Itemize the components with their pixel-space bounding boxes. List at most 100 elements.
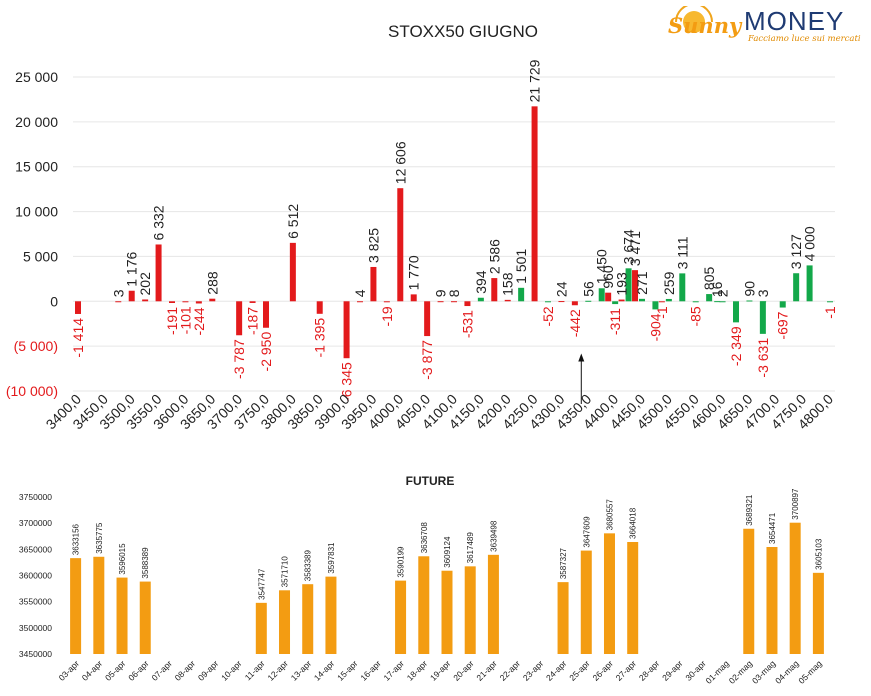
bar-data-label: -904: [647, 313, 663, 341]
bar-data-label: 16: [709, 281, 725, 297]
bar-data-label: -19: [379, 306, 395, 326]
future-y-tick-label: 3500000: [19, 623, 52, 633]
future-bar: [139, 581, 151, 654]
bar: [249, 301, 256, 303]
future-bar-label: 3700897: [791, 488, 800, 520]
bar: [491, 278, 498, 302]
future-bar-label: 3609124: [443, 536, 452, 568]
logo-tagline: Facciamo luce sui mercati: [747, 34, 861, 44]
future-x-tick-label: 11-apr: [243, 658, 267, 682]
bar: [545, 301, 551, 303]
y-tick-label: (5 000): [14, 338, 58, 354]
bar-data-label: 21 729: [527, 59, 543, 102]
future-bar: [464, 566, 476, 654]
bar: [706, 294, 713, 302]
y-tick-label: 15 000: [15, 159, 58, 175]
bar: [714, 301, 721, 303]
bar-data-label: 3: [755, 289, 771, 297]
future-x-tick-label: 14-apr: [312, 658, 337, 683]
bar: [410, 294, 417, 302]
bar-data-label: 2 586: [486, 239, 502, 274]
bar-data-label: 3 674: [621, 229, 637, 264]
bar: [598, 288, 605, 302]
bar: [806, 265, 813, 302]
bar-data-label: 24: [553, 281, 569, 297]
bar-data-label: -244: [191, 307, 207, 335]
bar-data-label: 3 111: [674, 236, 690, 269]
future-x-tick-label: 15-apr: [335, 658, 360, 683]
y-tick-label: 10 000: [15, 204, 58, 220]
y-tick-label: (10 000): [6, 383, 58, 399]
future-bar-label: 3617489: [466, 532, 475, 564]
bar-data-label: 3: [110, 289, 126, 297]
future-bar: [557, 582, 569, 654]
y-tick-label: 0: [50, 293, 58, 309]
bar-data-label: -191: [164, 307, 180, 335]
bar: [155, 244, 162, 302]
stoxx50-y-axis: (10 000) (5 000) 0 5 000 10 000 15 000 20 000 2…: [6, 69, 58, 399]
future-x-tick-label: 18-apr: [405, 658, 430, 683]
bar-data-label: 56: [580, 281, 596, 297]
future-x-tick-label: 08-apr: [173, 658, 198, 683]
bar: [632, 270, 639, 302]
future-x-tick-label: 25-apr: [567, 658, 592, 683]
future-x-tick-label: 04-mag: [773, 658, 801, 686]
bar-data-label: 3 127: [788, 234, 804, 269]
bar-data-label: -3 877: [419, 340, 435, 380]
bar-data-label: 202: [137, 272, 153, 296]
bar: [115, 301, 122, 303]
future-x-tick-label: 26-apr: [590, 658, 615, 683]
future-bar-label: 3588389: [141, 547, 150, 579]
future-bar-label: 3583389: [304, 549, 313, 581]
future-bars: [70, 522, 824, 654]
bar-data-label: 805: [701, 266, 717, 290]
bar-data-label: -311: [607, 308, 623, 335]
bar-data-label: 3 471: [627, 231, 643, 266]
future-x-tick-label: 29-apr: [660, 658, 685, 683]
bar-data-label: 960: [600, 265, 616, 289]
future-y-tick-label: 3550000: [19, 597, 52, 607]
bar-data-label: 3 825: [365, 228, 381, 263]
bar-data-label: 6 512: [285, 204, 301, 239]
future-bar: [325, 576, 337, 654]
bar: [719, 301, 726, 303]
future-bar: [441, 570, 453, 654]
future-bar: [302, 584, 314, 654]
future-bar: [766, 546, 778, 654]
sunny-money-logo: Sunny MONEY Facciamo luce sui mercati: [664, 3, 864, 46]
future-x-tick-label: 02-mag: [727, 658, 755, 686]
bar: [652, 301, 659, 310]
future-bar-label: 3636708: [420, 522, 429, 554]
logo-main-text: MONEY: [744, 6, 844, 36]
bar: [464, 301, 471, 307]
bar: [625, 268, 632, 302]
bar-data-label: 271: [634, 271, 650, 295]
future-bar: [116, 577, 128, 654]
bar: [793, 273, 800, 302]
future-bar: [487, 554, 499, 654]
bar: [289, 242, 296, 302]
future-x-tick-label: 24-apr: [544, 658, 569, 683]
logo-graphic: Sunny MONEY Facciamo luce sui mercati: [668, 3, 861, 44]
bar: [665, 298, 672, 302]
bar-data-label: 12 606: [392, 141, 408, 184]
bar-data-label: 6 332: [151, 205, 167, 240]
bar: [451, 301, 457, 303]
sun-icon: [683, 11, 705, 33]
bar: [639, 298, 645, 302]
bar-data-label: -2 950: [258, 332, 274, 372]
bar: [518, 287, 525, 302]
bar: [679, 273, 686, 302]
bar-data-label: -3 631: [755, 338, 771, 378]
bar: [692, 301, 699, 303]
future-bar-label: 3590199: [397, 546, 406, 578]
future-x-tick-label: 22-apr: [498, 658, 523, 683]
bar-data-label: 288: [204, 271, 220, 295]
bar: [746, 300, 753, 302]
future-bar: [93, 556, 105, 654]
bar: [605, 292, 612, 302]
bar: [357, 301, 363, 303]
future-bar-label: 3635775: [95, 522, 104, 554]
